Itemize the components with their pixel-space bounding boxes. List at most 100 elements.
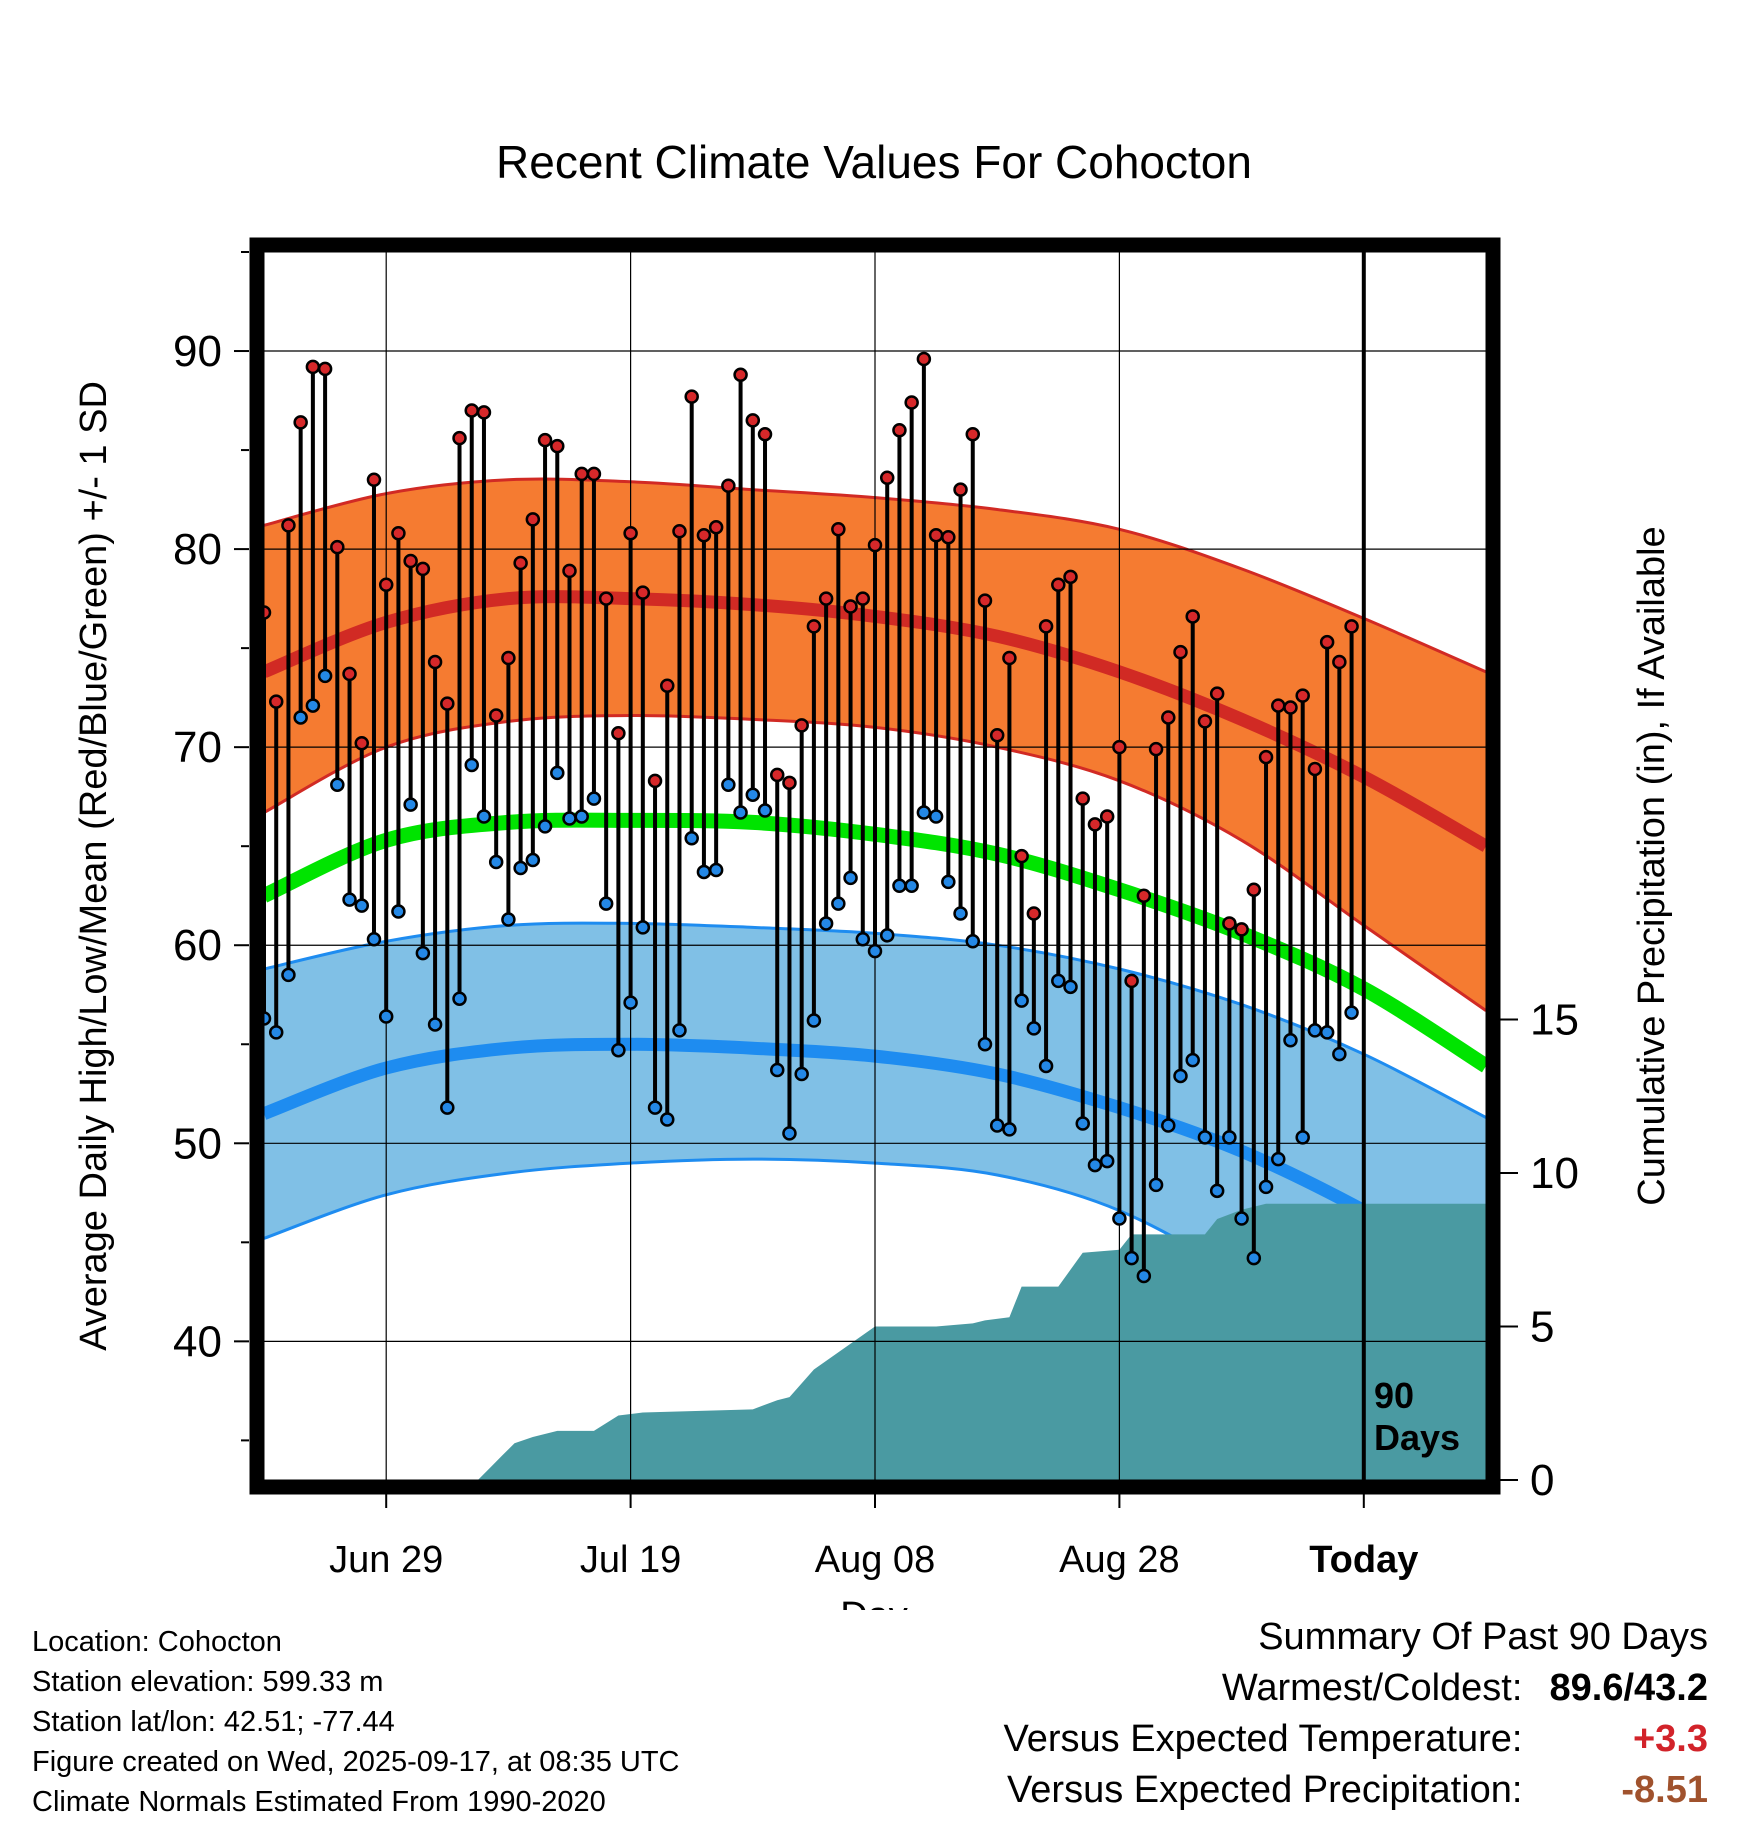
high-temp-dot xyxy=(855,591,871,606)
low-temp-dot xyxy=(586,791,602,806)
y2-tick-label-0: 0 xyxy=(1530,1456,1554,1505)
low-temp-dot xyxy=(1051,973,1066,989)
low-temp-dot xyxy=(867,943,883,959)
latlon-text: Station lat/lon: 42.51; -77.44 xyxy=(32,1706,395,1738)
low-temp-dot xyxy=(378,1009,394,1024)
low-temp-dot xyxy=(1173,1068,1188,1084)
warm-cold-row: Warmest/Coldest: 89.6/43.2 xyxy=(1004,1663,1708,1714)
x-tick-label-30: Jul 19 xyxy=(580,1539,681,1581)
summary-heading: Summary Of Past 90 Days xyxy=(1258,1616,1708,1658)
low-temp-dot xyxy=(1136,1268,1152,1284)
high-temp-dot xyxy=(268,694,284,709)
high-temp-dot xyxy=(1246,882,1262,898)
high-temp-dot xyxy=(476,405,492,420)
x-tick-label-90: Today xyxy=(1309,1539,1418,1581)
high-temp-dot xyxy=(562,563,577,579)
low-temp-dot xyxy=(501,912,516,927)
high-temp-dot xyxy=(733,367,748,383)
y-tick-label-50: 50 xyxy=(173,1119,222,1168)
created-text: Figure created on Wed, 2025-09-17, at 08… xyxy=(32,1746,680,1778)
low-temp-dot xyxy=(525,852,541,868)
precip-departure-value: -8.51 xyxy=(1621,1769,1708,1811)
low-temp-dot xyxy=(1014,993,1029,1008)
low-temp-dot xyxy=(721,777,736,793)
low-temp-dot xyxy=(623,995,638,1010)
low-temp-dot xyxy=(1063,979,1078,995)
low-temp-dot xyxy=(598,896,614,911)
low-temp-dot xyxy=(305,698,321,713)
high-temp-dot xyxy=(1099,809,1115,824)
high-temp-dot xyxy=(892,423,907,438)
high-temp-dot xyxy=(721,478,736,493)
low-temp-dot xyxy=(293,710,308,725)
low-temp-dot xyxy=(879,928,895,943)
low-temp-dot xyxy=(696,864,712,880)
summary-panel: Summary Of Past 90 Days Warmest/Coldest:… xyxy=(1004,1612,1708,1816)
low-temp-dot xyxy=(953,906,968,921)
high-temp-dot xyxy=(635,585,651,600)
high-temp-dot xyxy=(611,726,626,741)
low-temp-dot xyxy=(1209,1183,1225,1199)
high-temp-dot xyxy=(660,678,675,694)
low-temp-dot xyxy=(1075,1116,1090,1131)
y-tick-label-40: 40 xyxy=(173,1317,222,1366)
low-temp-dot xyxy=(1038,1058,1054,1074)
y-axis-label: Average Daily High/Low/Mean (Red/Blue/Gr… xyxy=(73,381,115,1351)
high-temp-dot xyxy=(488,708,504,723)
low-temp-dot xyxy=(513,860,528,876)
low-temp-dot xyxy=(550,765,565,781)
period-label-90: 90 xyxy=(1374,1375,1414,1416)
low-temp-dot xyxy=(562,811,577,826)
high-temp-dot xyxy=(941,529,956,545)
daily-value-dots xyxy=(256,351,1359,1284)
low-temp-dot xyxy=(1283,1033,1298,1048)
low-temp-dot xyxy=(415,945,431,961)
high-temp-dot xyxy=(672,524,687,539)
right-y-axis: 0 5 10 15 xyxy=(1500,996,1579,1505)
left-y-axis: 40 50 60 70 80 90 xyxy=(173,251,249,1442)
high-temp-dot xyxy=(391,526,406,541)
precip-departure-label: Versus Expected Precipitation: xyxy=(1007,1769,1523,1811)
y2-tick-label-15: 15 xyxy=(1530,996,1579,1045)
low-temp-dot xyxy=(281,967,296,983)
y2-tick-label-10: 10 xyxy=(1530,1149,1579,1198)
low-temp-dot xyxy=(757,803,773,818)
high-temp-dot xyxy=(782,775,797,791)
high-temp-dot xyxy=(794,718,809,733)
station-info: Location: Cohocton Station elevation: 59… xyxy=(32,1622,680,1822)
y-tick-label-90: 90 xyxy=(173,327,222,376)
low-temp-dot xyxy=(977,1037,993,1052)
high-temp-dot xyxy=(1258,749,1274,765)
low-temp-dot xyxy=(1332,1046,1347,1062)
high-temp-dot xyxy=(928,527,944,543)
high-temp-dot xyxy=(1319,634,1335,650)
low-temp-dot xyxy=(268,1025,284,1040)
high-temp-dot xyxy=(550,438,565,454)
high-temp-dot xyxy=(623,526,638,541)
high-temp-dot xyxy=(1026,906,1042,921)
low-temp-dot xyxy=(1087,1157,1103,1173)
low-temp-dot xyxy=(1197,1130,1213,1145)
low-temp-dot xyxy=(488,854,504,870)
high-temp-dot xyxy=(1344,619,1359,634)
high-temp-dot xyxy=(1283,700,1298,715)
low-temp-dot xyxy=(1246,1250,1262,1266)
high-temp-dot xyxy=(501,650,516,666)
high-temp-dot xyxy=(769,767,785,783)
high-temp-dot xyxy=(464,403,479,418)
high-temp-dot xyxy=(586,466,602,482)
high-temp-dot xyxy=(1209,686,1225,701)
high-temp-dot xyxy=(1075,791,1090,806)
high-temp-dot xyxy=(427,654,443,670)
high-temp-dot xyxy=(757,426,773,442)
low-temp-dot xyxy=(965,934,981,949)
low-temp-dot xyxy=(1307,1023,1323,1038)
high-temp-dot xyxy=(378,577,394,592)
high-temp-dot xyxy=(403,553,418,569)
low-temp-dot xyxy=(1185,1052,1200,1068)
high-temp-dot xyxy=(1222,916,1237,931)
low-temp-dot xyxy=(1344,1005,1359,1020)
low-temp-dot xyxy=(574,809,589,824)
low-temp-dot xyxy=(403,797,418,812)
warm-cold-label: Warmest/Coldest: xyxy=(1221,1667,1523,1709)
